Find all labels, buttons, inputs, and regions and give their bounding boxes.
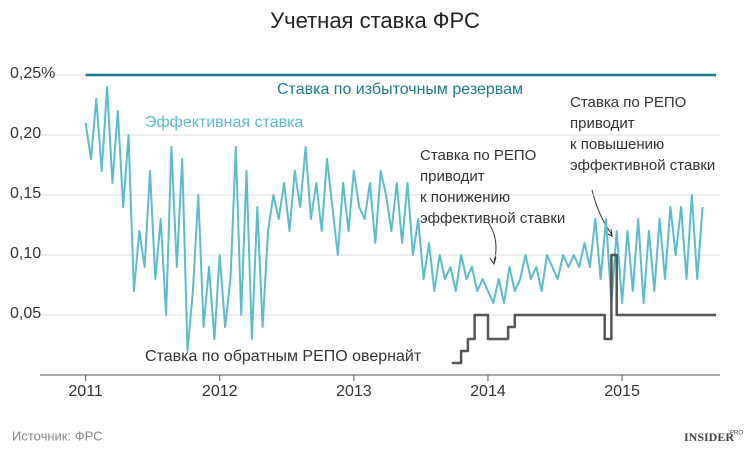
- annotation: эффективной ставки: [420, 210, 565, 227]
- source: Источник: ФРС: [12, 428, 103, 443]
- x-tick-label: 2013: [336, 383, 372, 400]
- annotation: к понижению: [420, 189, 510, 206]
- logo-sup: PRO: [730, 431, 743, 437]
- annotation: Ставка по РЕПО: [420, 147, 536, 164]
- y-tick-label: 0,05: [10, 305, 41, 322]
- x-tick-label: 2015: [604, 383, 640, 400]
- x-tick-label: 2012: [202, 383, 238, 400]
- arrow-head: [489, 256, 497, 266]
- series-line: [451, 253, 716, 365]
- arrow-head: [605, 228, 613, 237]
- series-label: Ставка по избыточным резервам: [277, 81, 523, 98]
- y-tick-label: 0,15: [10, 185, 41, 202]
- series-label: Эффективная ставка: [145, 114, 303, 131]
- series-label: Ставка по обратным РЕПО овернайт: [145, 348, 422, 365]
- y-tick-label: 0,25%: [10, 65, 55, 82]
- y-tick-label: 0,20: [10, 125, 41, 142]
- annotation: Ставка по РЕПО: [570, 94, 686, 111]
- x-tick-label: 2014: [470, 383, 506, 400]
- arrow: [487, 221, 497, 263]
- y-tick-label: 0,10: [10, 245, 41, 262]
- annotation: приводит: [570, 115, 635, 132]
- annotation: приводит: [420, 168, 485, 185]
- arrow: [591, 189, 613, 236]
- logo: INSIDER: [684, 430, 734, 444]
- annotation: к повышению: [570, 136, 664, 153]
- x-tick-label: 2011: [68, 383, 103, 400]
- series-line: [84, 86, 704, 352]
- annotation: эффективной ставки: [570, 157, 715, 174]
- chart-title: Учетная ставка ФРС: [270, 8, 480, 33]
